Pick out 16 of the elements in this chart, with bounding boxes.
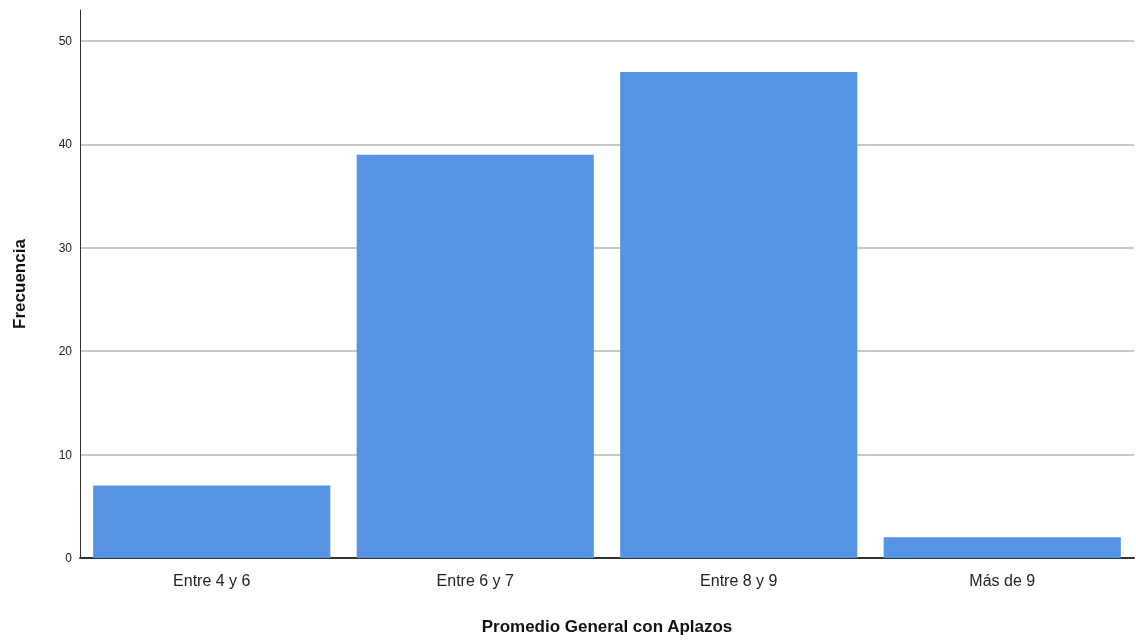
- x-tick-label: Entre 6 y 7: [436, 571, 515, 589]
- x-axis-title: Promedio General con Aplazos: [481, 617, 733, 636]
- x-tick-label: Entre 8 y 9: [700, 571, 778, 589]
- bar: [620, 72, 858, 558]
- y-axis-title: Frecuencia: [10, 238, 29, 329]
- y-tick-label: 20: [58, 344, 73, 359]
- y-tick-label: 40: [58, 137, 73, 152]
- bar: [356, 154, 594, 558]
- y-tick-label: 50: [58, 34, 73, 49]
- y-tick-label: 10: [58, 447, 73, 462]
- x-tick-label: Más de 9: [969, 571, 1036, 589]
- bar: [93, 485, 331, 558]
- y-tick-label: 30: [58, 240, 73, 255]
- bar: [883, 537, 1121, 558]
- y-tick-label: 0: [65, 551, 73, 565]
- x-tick-label: Entre 4 y 6: [173, 571, 251, 589]
